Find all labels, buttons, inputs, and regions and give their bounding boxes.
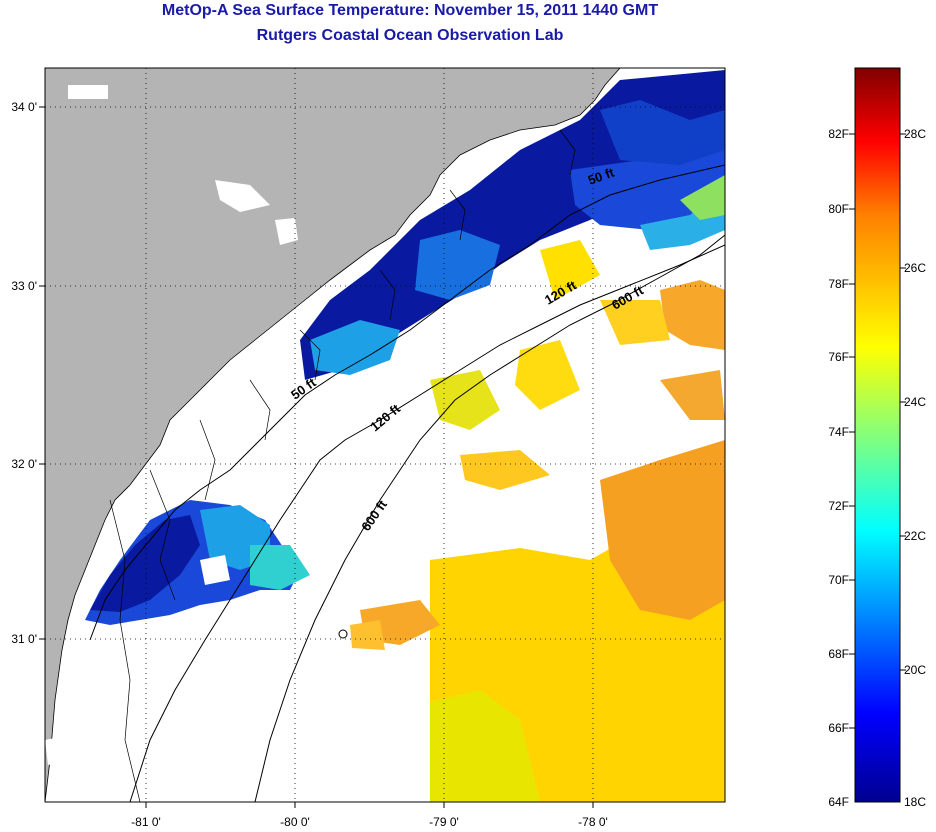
lon-tick-label: -78 0'	[578, 815, 608, 829]
map-ticks	[39, 106, 594, 808]
lon-tick-label: -80 0'	[280, 815, 310, 829]
colorbar-f-label: 72F	[828, 499, 849, 513]
colorbar-f-label: 66F	[828, 721, 849, 735]
sst-warm-region	[350, 240, 725, 802]
coastline-detail	[109, 129, 576, 802]
colorbar-c-label: 22C	[904, 529, 926, 543]
colorbar-c-label: 20C	[904, 663, 926, 677]
colorbar-f-label: 80F	[828, 202, 849, 216]
map-subtitle: Rutgers Coastal Ocean Observation Lab	[256, 27, 564, 44]
lon-tick-label: -81 0'	[131, 815, 161, 829]
map-title: MetOp-A Sea Surface Temperature: Novembe…	[161, 2, 659, 19]
land-mass	[45, 68, 621, 802]
lon-tick-label: -79 0'	[429, 815, 459, 829]
colorbar-f-label: 78F	[828, 277, 849, 291]
colorbar-f-label: 70F	[828, 573, 849, 587]
land-speck	[275, 218, 298, 245]
lat-tick-label: 34 0'	[11, 100, 37, 114]
temperature-colorbar	[854, 67, 901, 803]
colorbar-f-label: 68F	[828, 647, 849, 661]
colorbar-c-label: 26C	[904, 261, 926, 275]
graticule	[45, 68, 725, 802]
colorbar-c-label: 28C	[904, 127, 926, 141]
lat-tick-label: 33 0'	[11, 279, 37, 293]
colorbar-f-label: 64F	[828, 795, 849, 809]
land-speck	[68, 85, 108, 99]
colorbar-ticks	[849, 133, 906, 729]
colorbar-f-label: 74F	[828, 425, 849, 439]
colorbar-f-label: 76F	[828, 350, 849, 364]
map-frame	[44, 67, 726, 803]
sst-cold-region	[85, 70, 725, 625]
colorbar-f-label: 82F	[828, 127, 849, 141]
lat-tick-label: 32 0'	[11, 457, 37, 471]
land-speck	[45, 735, 72, 765]
land-speck	[215, 180, 270, 212]
colorbar-c-label: 24C	[904, 395, 926, 409]
bathymetry-contours	[89, 164, 725, 802]
lat-tick-label: 31 0'	[11, 632, 37, 646]
colorbar-c-label: 18C	[904, 795, 926, 809]
